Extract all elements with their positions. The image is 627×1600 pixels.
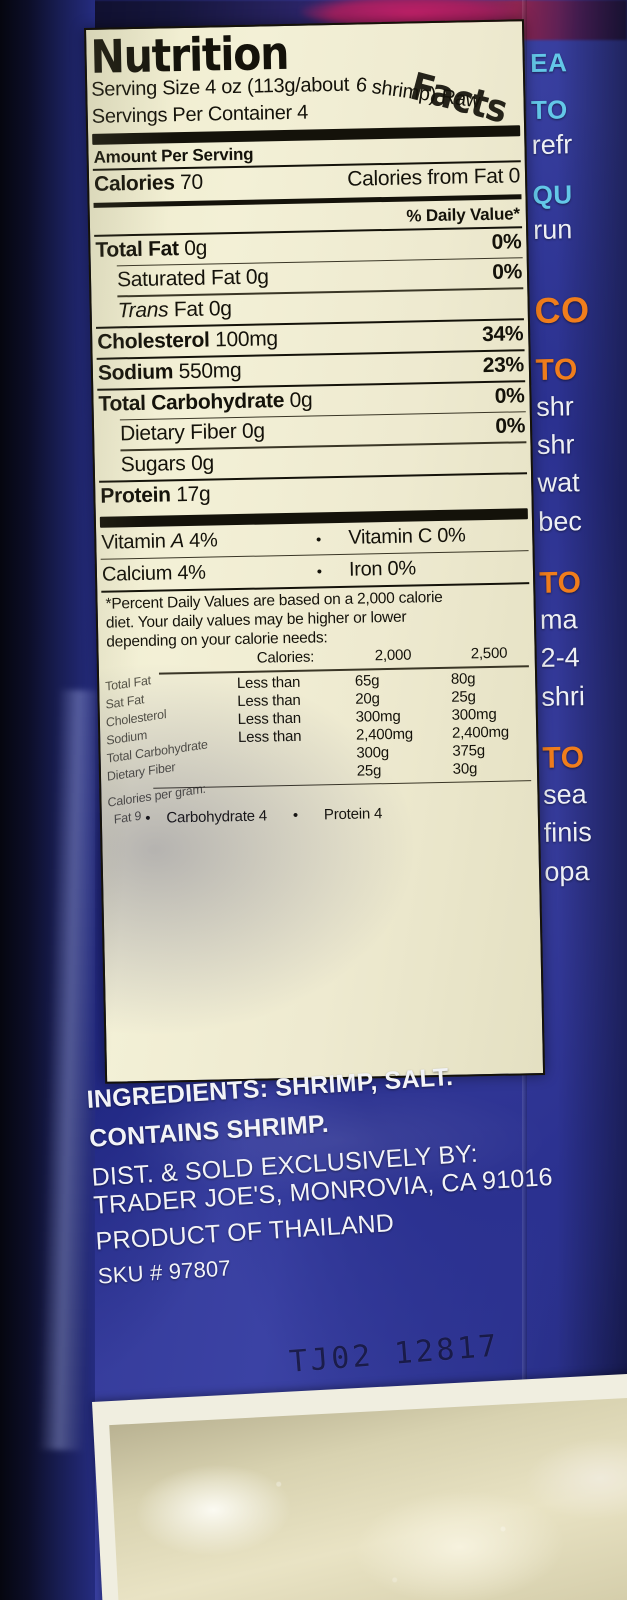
calories-per-gram-block: Calories per gram: Fat 9 • Carbohydrate … [101, 781, 538, 828]
nutrient-name: Cholesterol [97, 328, 210, 354]
calories-label: Calories [93, 171, 175, 196]
side-heading-3: CO [534, 288, 590, 331]
cooking-instructions-column: EA TO refr QU run CO TO shr shr wat bec … [530, 46, 627, 891]
nutrient-name: Total Carbohydrate [98, 389, 285, 416]
dv-row-qualifier: Less than [237, 727, 302, 746]
dv-row-2000: 2,400mg [355, 725, 414, 744]
vitamin-c: Vitamin C 0% [348, 524, 466, 549]
nutrient-amount: 0g [241, 419, 265, 444]
cpg-carbohydrate: Carbohydrate 4 [166, 807, 268, 827]
separator-dot: • [145, 809, 151, 828]
daily-value-footnote: *Percent Daily Values are based on a 2,0… [97, 585, 534, 653]
dv-row-2500: 80g [450, 669, 476, 688]
side-line-1-0: refr [531, 129, 573, 160]
dv-row-2500: 300mg [451, 705, 497, 724]
nutrient-name: Total Fat [95, 237, 179, 262]
dv-row-2000: 300mg [355, 707, 401, 726]
side-line-6-1: finis [543, 817, 592, 849]
nutrition-facts-panel: Nutrition Facts Serving Size 4 oz (113g/… [84, 19, 546, 1084]
dv-row-qualifier: Less than [237, 691, 301, 710]
dv-row-qualifier [239, 762, 357, 782]
nutrient-amount: 100mg [214, 327, 279, 352]
side-heading-0: EA [530, 47, 568, 78]
side-heading-5: TO [539, 566, 582, 600]
calories-from-fat: Calories from Fat 0 [346, 164, 521, 191]
dv-row-2500: 375g [452, 741, 486, 760]
side-line-5-2: shri [541, 680, 586, 712]
dv-row-qualifier [238, 744, 356, 764]
dv-row-2000: 300g [356, 743, 390, 762]
dv-row-2500: 30g [452, 759, 478, 778]
side-line-4-0: shr [535, 390, 575, 422]
calcium: Calcium 4% [101, 562, 206, 587]
nutrition-facts-title: Nutrition [90, 26, 289, 85]
side-heading-6: TO [542, 741, 585, 775]
nutrient-amount: 0g [245, 265, 269, 290]
nutrient-name: Dietary Fiber [119, 420, 237, 446]
nutrient-dv: 0% [491, 260, 523, 285]
dv-calories-label: Calories: [256, 648, 315, 667]
side-line-4-1: shr [536, 429, 575, 460]
dv-row-2000: 20g [355, 689, 380, 708]
nutrient-amount: Fat 0g [173, 297, 232, 322]
calories-value: 70 [179, 170, 204, 195]
nutrient-name: Sodium [97, 360, 174, 385]
vitamin-a-letter: A [170, 530, 185, 553]
nutrient-name: Sugars [120, 452, 186, 477]
vitamin-a-value: 4% [188, 529, 218, 552]
package-glare [120, 1080, 550, 1200]
nutrient-name: Protein [100, 483, 171, 508]
nutrient-dv: 23% [482, 353, 525, 378]
nutrient-amount: 0g [184, 236, 208, 260]
vitamin-a-label: Vitamin A 4% [101, 529, 218, 554]
dv-row-2000: 65g [354, 671, 380, 690]
nutrient-name: Saturated Fat [116, 266, 241, 292]
side-heading-1: TO [530, 94, 568, 125]
nutrient-amount: 0g [190, 451, 215, 475]
side-line-5-1: 2-4 [540, 642, 580, 674]
separator-dot: • [292, 807, 299, 825]
dv-row-qualifier: Less than [236, 673, 301, 692]
nutrient-dv: 0% [494, 384, 525, 408]
separator-dot: • [315, 531, 322, 549]
side-line-2-0: run [532, 214, 573, 246]
daily-value-table: Calories: 2,000 2,500 Total Fat Less tha… [99, 644, 538, 785]
dv-col-2500: 2,500 [470, 644, 508, 663]
package-right-shadow [557, 0, 627, 1600]
package-label-text: INGREDIENTS: SHRIMP, SALT. CONTAINS SHRI… [86, 1052, 627, 1290]
nutrient-dv: 34% [481, 322, 524, 347]
product-photo-frame [92, 1372, 627, 1600]
side-line-4-3: bec [538, 505, 583, 537]
side-line-5-0: ma [539, 604, 578, 635]
dv-col-2000: 2,000 [374, 646, 412, 665]
lot-code: TJ02 12817 [288, 1328, 501, 1380]
side-heading-4: TO [535, 352, 579, 387]
side-heading-2: QU [532, 179, 573, 211]
nutrient-dv: 0% [491, 230, 522, 254]
dv-row-2500: 25g [451, 687, 476, 706]
iron: Iron 0% [348, 557, 417, 582]
dv-row-qualifier: Less than [237, 709, 302, 728]
nutrient-name: Trans [117, 298, 169, 323]
separator-dot: • [316, 563, 322, 581]
package-left-shadow [0, 0, 95, 1600]
nutrient-dv: 0% [495, 414, 526, 439]
side-line-4-2: wat [537, 467, 580, 499]
nutrient-amount: 0g [289, 388, 313, 412]
cpg-protein: Protein 4 [323, 805, 383, 824]
product-photo-image [109, 1396, 627, 1600]
nutrient-amount: 17g [175, 482, 211, 507]
side-line-6-2: opa [544, 855, 590, 887]
cpg-fat: Fat 9 [113, 808, 142, 827]
calories-per-gram-label: Calories per gram: [107, 781, 207, 810]
dv-row-2000: 25g [356, 761, 382, 780]
nutrient-amount: 550mg [178, 358, 242, 384]
side-line-6-0: sea [542, 779, 587, 810]
dv-row-2500: 2,400mg [451, 723, 510, 742]
